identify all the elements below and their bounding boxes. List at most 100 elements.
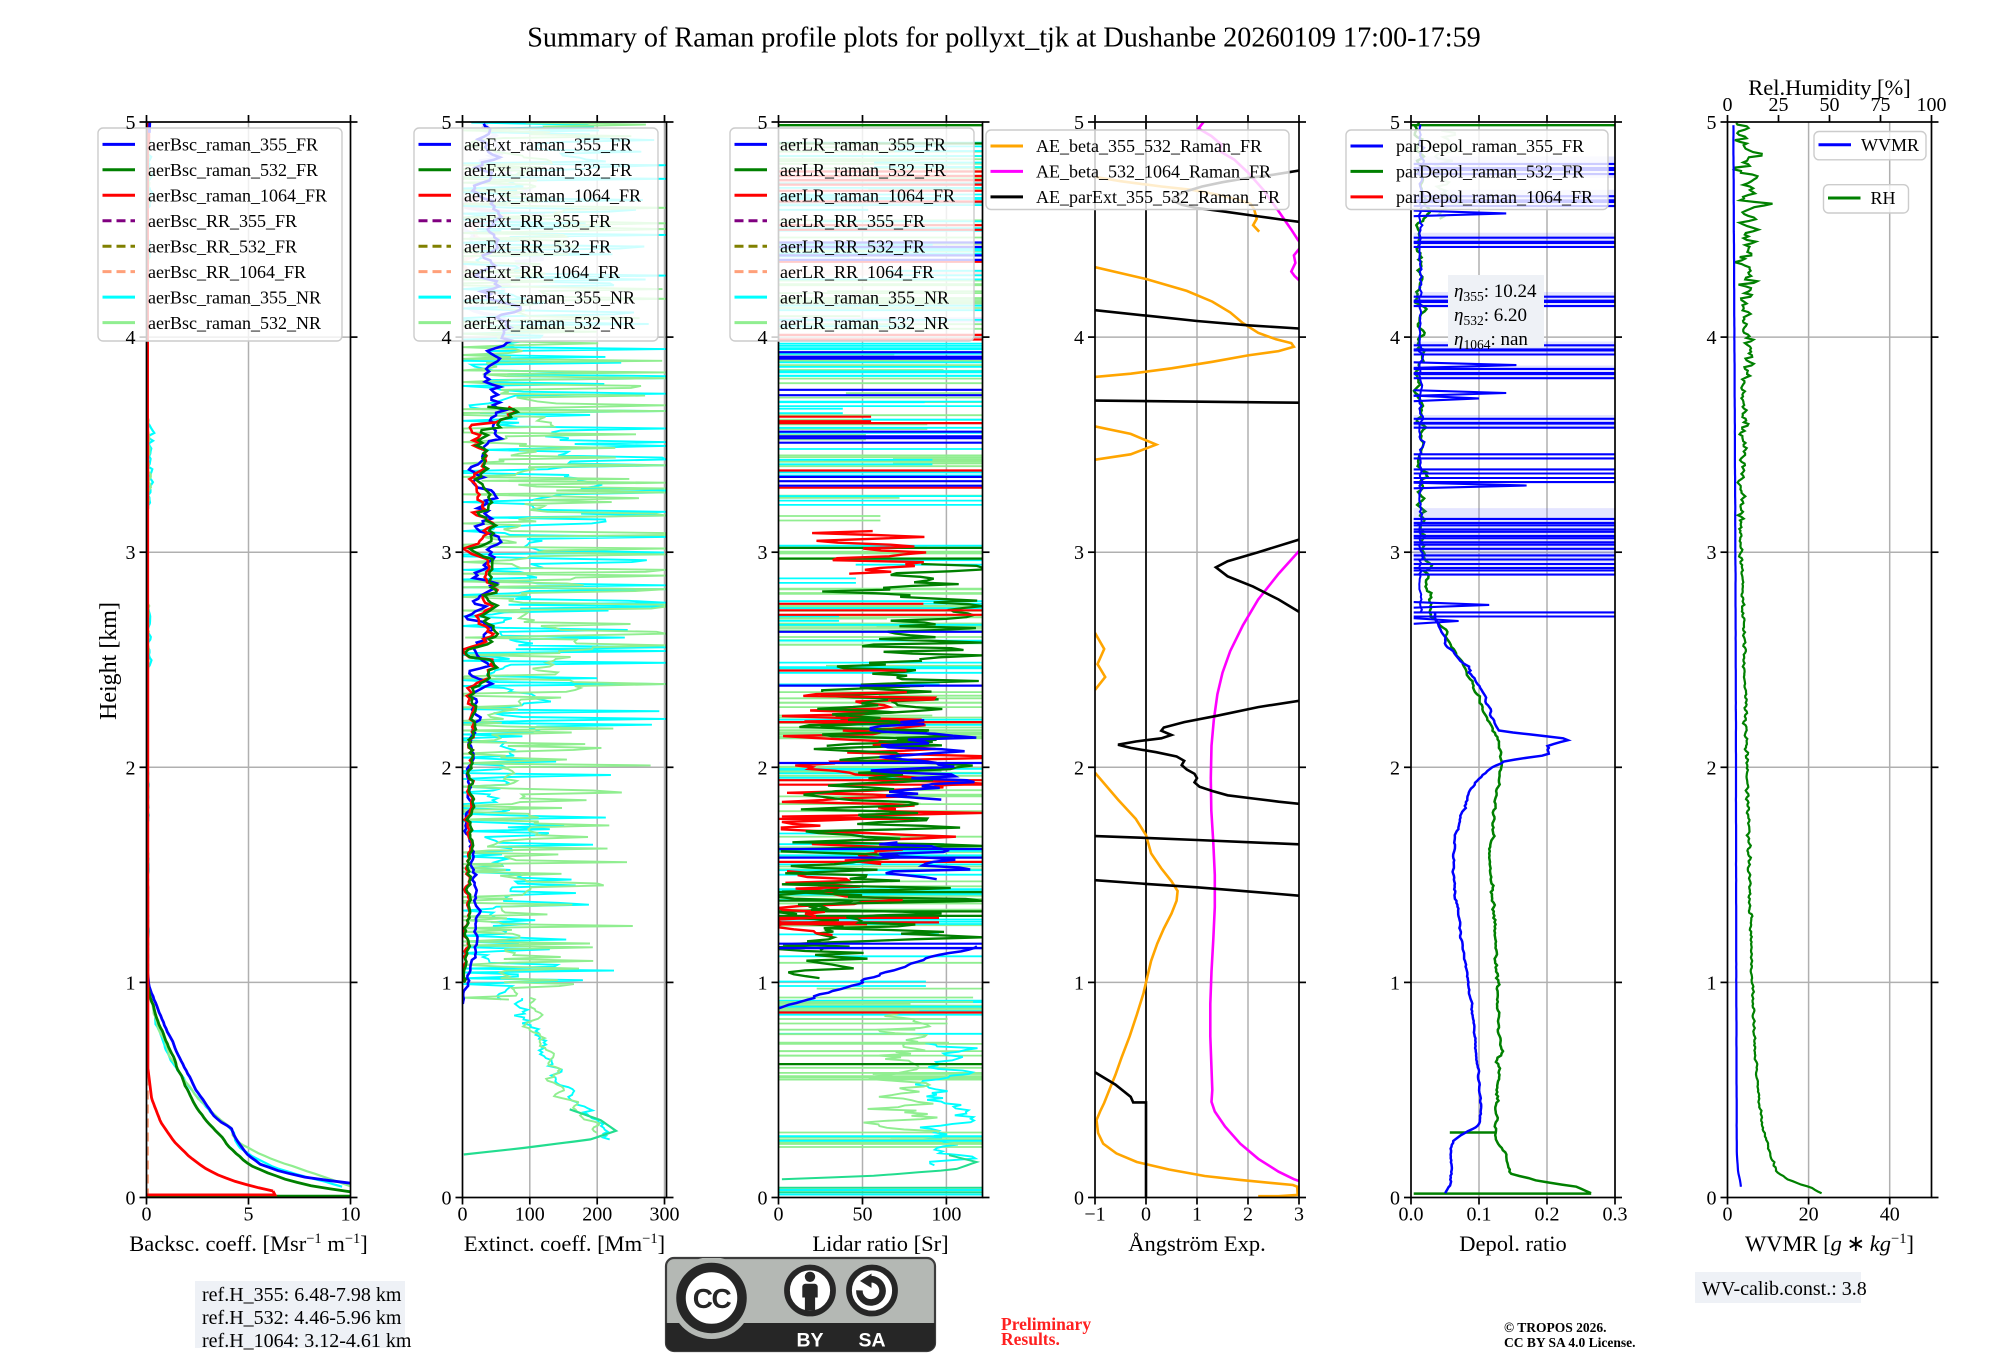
svg-text:3: 3 [442, 542, 452, 564]
svg-text:aerExt_raman_355_FR: aerExt_raman_355_FR [464, 135, 632, 155]
svg-text:aerLR_raman_355_NR: aerLR_raman_355_NR [780, 287, 949, 307]
svg-text:aerExt_RR_355_FR: aerExt_RR_355_FR [464, 211, 611, 231]
svg-text:5: 5 [758, 112, 768, 134]
svg-text:4: 4 [1390, 327, 1400, 349]
svg-text:0.0: 0.0 [1399, 1204, 1424, 1226]
svg-text:10: 10 [341, 1204, 361, 1226]
svg-text:5: 5 [1074, 112, 1084, 134]
svg-text:AE_beta_355_532_Raman_FR: AE_beta_355_532_Raman_FR [1036, 136, 1262, 156]
svg-text:parDepol_raman_532_FR: parDepol_raman_532_FR [1396, 162, 1584, 182]
svg-text:η355: 10.24: η355: 10.24 [1454, 281, 1537, 304]
svg-text:2: 2 [1243, 1204, 1253, 1226]
svg-text:WV-calib.const.: 3.8: WV-calib.const.: 3.8 [1702, 1278, 1867, 1300]
svg-text:WVMR [g ∗ kg−1]: WVMR [g ∗ kg−1] [1745, 1231, 1914, 1256]
svg-text:parDepol_raman_355_FR: parDepol_raman_355_FR [1396, 136, 1584, 156]
svg-text:0: 0 [1723, 94, 1733, 116]
svg-text:aerExt_RR_532_FR: aerExt_RR_532_FR [464, 236, 611, 256]
svg-text:20: 20 [1799, 1204, 1819, 1226]
svg-text:© TROPOS 2026.: © TROPOS 2026. [1504, 1320, 1606, 1335]
svg-text:AE_parExt_355_532_Raman_FR: AE_parExt_355_532_Raman_FR [1036, 187, 1280, 207]
svg-text:ref.H_1064: 3.12-4.61 km: ref.H_1064: 3.12-4.61 km [202, 1330, 412, 1352]
svg-text:5: 5 [244, 1204, 254, 1226]
svg-text:2: 2 [442, 757, 452, 779]
svg-text:100: 100 [931, 1204, 961, 1226]
svg-text:−1: −1 [1084, 1204, 1105, 1226]
svg-text:RH: RH [1871, 188, 1896, 208]
svg-text:ref.H_532: 4.46-5.96 km: ref.H_532: 4.46-5.96 km [202, 1307, 402, 1329]
svg-text:Results.: Results. [1001, 1329, 1060, 1349]
svg-text:Summary of Raman profile plots: Summary of Raman profile plots for polly… [527, 22, 1481, 53]
svg-text:3: 3 [1294, 1204, 1304, 1226]
svg-text:aerBsc_RR_355_FR: aerBsc_RR_355_FR [148, 211, 297, 231]
svg-text:aerBsc_raman_355_FR: aerBsc_raman_355_FR [148, 135, 318, 155]
svg-text:4: 4 [1707, 327, 1717, 349]
svg-text:4: 4 [442, 327, 452, 349]
svg-text:0: 0 [1390, 1188, 1400, 1210]
svg-text:Rel.Humidity [%]: Rel.Humidity [%] [1748, 75, 1910, 100]
svg-text:η532: 6.20: η532: 6.20 [1454, 305, 1527, 328]
svg-text:1: 1 [1707, 972, 1717, 994]
svg-text:5: 5 [1707, 112, 1717, 134]
svg-text:WVMR: WVMR [1861, 135, 1919, 155]
svg-text:0: 0 [1074, 1188, 1084, 1210]
svg-text:η1064: nan: η1064: nan [1454, 329, 1528, 352]
svg-text:aerLR_raman_1064_FR: aerLR_raman_1064_FR [780, 186, 955, 206]
svg-text:0: 0 [1723, 1204, 1733, 1226]
svg-text:3: 3 [758, 542, 768, 564]
svg-text:0: 0 [1141, 1204, 1151, 1226]
svg-text:0: 0 [458, 1204, 468, 1226]
svg-text:1: 1 [758, 972, 768, 994]
svg-text:1: 1 [126, 972, 136, 994]
svg-text:CC: CC [693, 1283, 732, 1314]
svg-text:4: 4 [758, 327, 768, 349]
svg-text:75: 75 [1871, 94, 1891, 116]
svg-text:0: 0 [758, 1188, 768, 1210]
svg-text:1: 1 [1192, 1204, 1202, 1226]
svg-text:aerExt_RR_1064_FR: aerExt_RR_1064_FR [464, 262, 620, 282]
svg-text:aerExt_raman_532_NR: aerExt_raman_532_NR [464, 313, 635, 333]
svg-text:Backsc. coeff. [Msr−1 m−1]: Backsc. coeff. [Msr−1 m−1] [129, 1231, 368, 1256]
svg-text:4: 4 [126, 327, 136, 349]
svg-text:200: 200 [582, 1204, 612, 1226]
svg-text:Lidar ratio [Sr]: Lidar ratio [Sr] [812, 1231, 948, 1256]
svg-text:0.2: 0.2 [1535, 1204, 1560, 1226]
svg-text:Depol. ratio: Depol. ratio [1459, 1231, 1566, 1256]
svg-text:0.1: 0.1 [1467, 1204, 1492, 1226]
svg-text:1: 1 [1074, 972, 1084, 994]
svg-text:BY: BY [796, 1330, 823, 1352]
svg-text:25: 25 [1769, 94, 1789, 116]
svg-text:aerLR_RR_355_FR: aerLR_RR_355_FR [780, 211, 925, 231]
svg-text:2: 2 [758, 757, 768, 779]
svg-text:50: 50 [853, 1204, 873, 1226]
svg-text:aerBsc_RR_532_FR: aerBsc_RR_532_FR [148, 236, 297, 256]
svg-text:4: 4 [1074, 327, 1084, 349]
svg-text:1: 1 [442, 972, 452, 994]
svg-text:0: 0 [1707, 1188, 1717, 1210]
svg-text:aerExt_raman_1064_FR: aerExt_raman_1064_FR [464, 186, 641, 206]
svg-text:CC BY SA 4.0 License.: CC BY SA 4.0 License. [1504, 1335, 1636, 1350]
svg-text:40: 40 [1880, 1204, 1900, 1226]
svg-text:aerBsc_raman_532_NR: aerBsc_raman_532_NR [148, 313, 321, 333]
svg-text:aerLR_raman_355_FR: aerLR_raman_355_FR [780, 135, 946, 155]
svg-text:aerBsc_raman_355_NR: aerBsc_raman_355_NR [148, 287, 321, 307]
svg-text:100: 100 [1917, 94, 1947, 116]
svg-text:Height [km]: Height [km] [96, 602, 122, 720]
svg-text:2: 2 [1074, 757, 1084, 779]
svg-text:100: 100 [515, 1204, 545, 1226]
svg-text:AE_beta_532_1064_Raman_FR: AE_beta_532_1064_Raman_FR [1036, 162, 1271, 182]
svg-text:ref.H_355: 6.48-7.98 km: ref.H_355: 6.48-7.98 km [202, 1284, 402, 1306]
svg-text:Extinct. coeff. [Mm−1]: Extinct. coeff. [Mm−1] [464, 1231, 665, 1256]
svg-text:50: 50 [1820, 94, 1840, 116]
svg-text:5: 5 [442, 112, 452, 134]
svg-text:3: 3 [1390, 542, 1400, 564]
svg-text:0: 0 [442, 1188, 452, 1210]
svg-text:parDepol_raman_1064_FR: parDepol_raman_1064_FR [1396, 187, 1593, 207]
svg-text:0: 0 [774, 1204, 784, 1226]
svg-text:SA: SA [858, 1330, 885, 1352]
svg-text:aerExt_raman_532_FR: aerExt_raman_532_FR [464, 160, 632, 180]
svg-text:2: 2 [1390, 757, 1400, 779]
svg-text:3: 3 [126, 542, 136, 564]
svg-text:aerBsc_raman_532_FR: aerBsc_raman_532_FR [148, 160, 318, 180]
svg-text:aerBsc_RR_1064_FR: aerBsc_RR_1064_FR [148, 262, 306, 282]
svg-text:aerLR_raman_532_NR: aerLR_raman_532_NR [780, 313, 949, 333]
